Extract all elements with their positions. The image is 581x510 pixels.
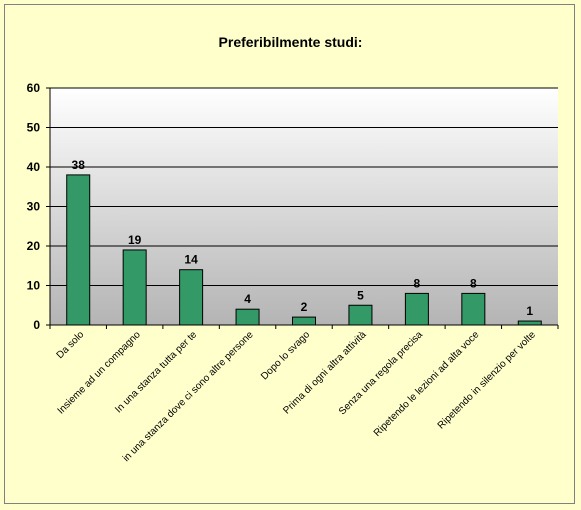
- data-label: 8: [414, 276, 421, 290]
- y-tick-label: 20: [27, 239, 41, 253]
- y-tick-label: 30: [27, 200, 41, 214]
- category-label: Dopo lo svago: [259, 329, 312, 382]
- category-label: in una stanza dove ci sono altre persone: [121, 329, 256, 464]
- data-label: 38: [72, 158, 86, 172]
- y-tick-label: 60: [27, 81, 41, 95]
- data-label: 19: [128, 233, 142, 247]
- data-label: 1: [526, 304, 533, 318]
- bar: [235, 308, 260, 326]
- y-tick-label: 50: [27, 121, 41, 135]
- category-label: Da solo: [55, 329, 87, 361]
- bar: [404, 292, 429, 326]
- bar: [461, 292, 486, 326]
- bar: [179, 269, 204, 326]
- data-label: 4: [244, 292, 251, 306]
- data-label: 8: [470, 276, 477, 290]
- data-label: 14: [184, 253, 198, 267]
- bar: [517, 320, 542, 326]
- y-tick-label: 10: [27, 279, 41, 293]
- bar: [292, 316, 316, 326]
- data-label: 5: [357, 288, 364, 302]
- bar: [122, 249, 147, 326]
- bar: [66, 174, 91, 326]
- data-label: 2: [301, 300, 308, 314]
- category-label: Ripetendo in silenzio per volte: [436, 329, 538, 431]
- y-tick-label: 0: [33, 318, 40, 332]
- category-label: Ripetendo le lezioni ad alta voce: [372, 329, 482, 439]
- chart-title: Preferibilmente studi:: [218, 34, 363, 50]
- y-tick-label: 40: [27, 160, 41, 174]
- bar: [348, 304, 373, 326]
